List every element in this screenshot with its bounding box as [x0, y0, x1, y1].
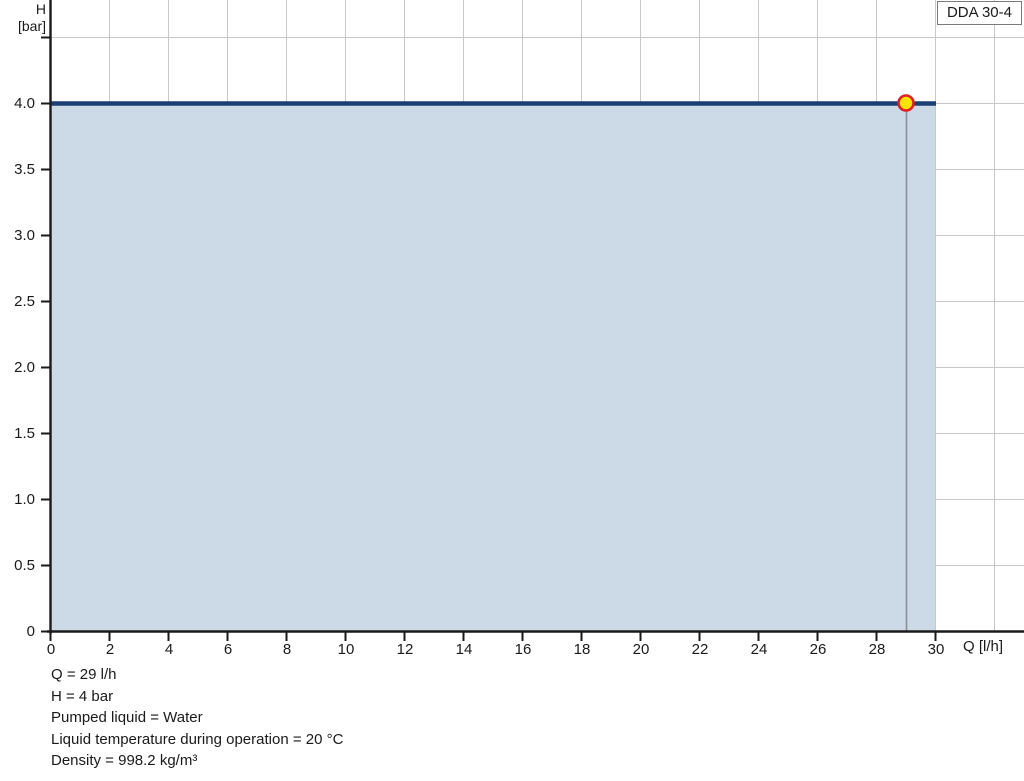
model-label-text: DDA 30-4: [946, 4, 1012, 21]
y-axis-unit: [bar]: [17, 18, 46, 34]
x-tick-label: 12: [396, 641, 414, 658]
y-tick-label: 1.5: [14, 425, 35, 442]
y-axis-symbol: H: [35, 1, 46, 17]
curve-fill-area: [51, 104, 935, 631]
x-tick-label: 8: [282, 641, 292, 658]
x-tick-label: 0: [46, 641, 56, 658]
y-tick-label: 3.0: [14, 227, 35, 244]
x-tick-label: 22: [691, 641, 709, 658]
y-tick-label: 2.0: [14, 359, 35, 376]
y-tick-label: 0: [26, 623, 35, 640]
model-label-box: DDA 30-4: [936, 1, 1022, 25]
duty-point-marker[interactable]: [897, 94, 915, 112]
info-line-liquid: Pumped liquid = Water: [51, 709, 203, 727]
info-line-temperature: Liquid temperature during operation = 20…: [51, 730, 344, 748]
y-tick-label: 0.5: [14, 557, 35, 574]
y-axis-title: H [bar]: [0, 1, 46, 35]
info-line-flow: Q = 29 l/h: [51, 666, 117, 683]
x-tick-label: 6: [223, 641, 233, 658]
x-tick-label: 24: [750, 641, 768, 658]
x-tick-label: 14: [455, 641, 473, 658]
x-tick-label: 16: [514, 641, 532, 658]
y-axis-ticks: [41, 36, 50, 633]
x-tick-label: 10: [337, 641, 355, 658]
info-line-density: Density = 998.2 kg/m³: [51, 752, 198, 770]
x-tick-label: 2: [105, 641, 115, 658]
y-tick-label: 2.5: [14, 293, 35, 310]
x-tick-label: 20: [632, 641, 650, 658]
x-tick-label: 30: [927, 641, 945, 658]
y-tick-label: 4.0: [14, 95, 35, 112]
x-tick-label: 26: [809, 641, 827, 658]
x-tick-label: 28: [868, 641, 886, 658]
x-tick-label: 18: [573, 641, 591, 658]
operating-conditions-block: Q = 29 l/h H = 4 bar Pumped liquid = Wat…: [51, 664, 343, 772]
info-line-head: H = 4 bar: [51, 687, 114, 705]
x-axis-ticks: [49, 631, 937, 641]
y-tick-label: 3.5: [14, 161, 35, 178]
x-axis-title: Q [l/h]: [963, 638, 1004, 655]
x-tick-label: 4: [164, 641, 174, 658]
y-tick-label: 1.0: [14, 491, 35, 508]
